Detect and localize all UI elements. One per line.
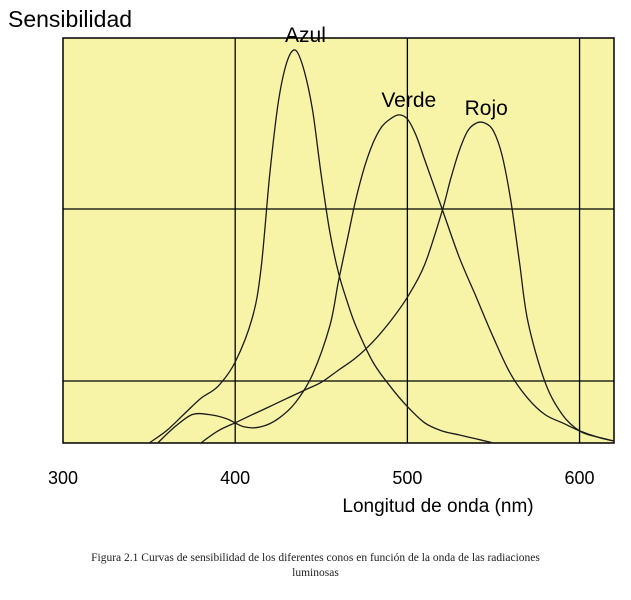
series-curves [148,49,615,444]
x-tick-label: 300 [48,468,78,488]
x-tick-label: 500 [392,468,422,488]
plot-background [62,37,615,444]
series-label-verde: Verde [381,89,436,112]
y-axis-label: Sensibilidad [8,6,132,32]
series-line-verde [157,114,615,444]
x-axis-label: Longitud de onda (nm) [342,496,533,517]
x-tick-label: 600 [565,468,595,488]
figure-caption: Figura 2.1 Curvas de sensibilidad de los… [0,551,631,581]
caption-line-1: Figura 2.1 Curvas de sensibilidad de los… [91,552,540,564]
series-labels: Azul Verde Rojo [285,24,508,120]
series-label-rojo: Rojo [465,97,508,120]
series-line-azul [148,49,494,444]
grid [63,38,614,443]
caption-line-2: luminosas [292,567,339,579]
x-axis-ticks: 300 400 500 600 [48,468,595,488]
series-line-rojo [200,121,615,444]
x-tick-label: 400 [220,468,250,488]
series-label-azul: Azul [285,24,326,47]
